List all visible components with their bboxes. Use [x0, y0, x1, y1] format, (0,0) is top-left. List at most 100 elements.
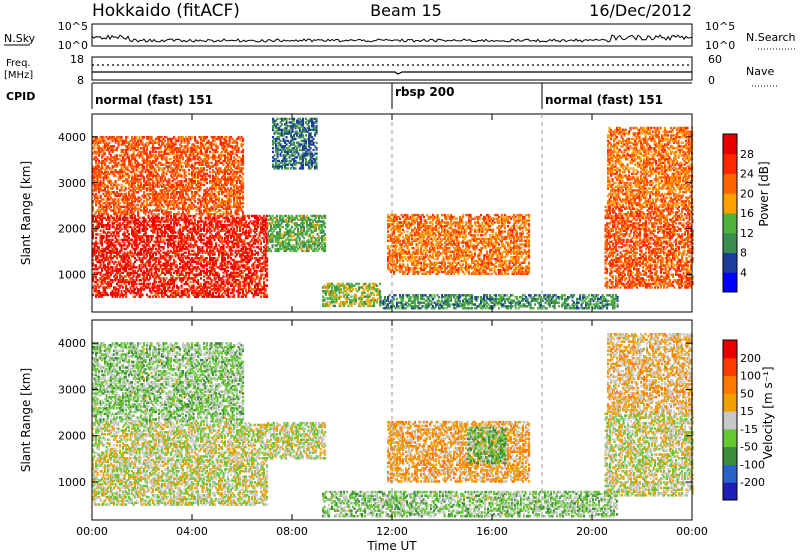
data-cell [146, 228, 148, 230]
cpid-mode-label: normal (fast) 151 [95, 93, 213, 107]
noise-sky-label: N.Sky [4, 32, 36, 45]
data-cell [160, 250, 162, 252]
data-cell [214, 252, 216, 254]
data-cell [95, 275, 97, 277]
data-cell [149, 283, 151, 285]
range-time-plot: Hokkaido (fitACF) Beam 15 16/Dec/2012 N.… [0, 0, 800, 554]
data-cell [152, 235, 154, 237]
data-cell [206, 257, 208, 259]
data-cell [190, 281, 192, 283]
data-cell [170, 272, 172, 274]
data-cell [128, 233, 130, 235]
freq-panel-frame [92, 57, 692, 80]
data-cell [188, 250, 190, 252]
data-cell [139, 274, 141, 276]
data-cell [116, 248, 118, 250]
data-cell [178, 286, 180, 288]
data-cell [179, 224, 181, 226]
data-cell [122, 286, 124, 288]
data-cell [125, 285, 127, 287]
data-cell [212, 224, 214, 226]
data-cell [172, 275, 174, 277]
data-cell [176, 264, 178, 266]
data-cell [118, 239, 120, 241]
cpid-mode-label: normal (fast) 151 [545, 93, 663, 107]
data-cell [193, 285, 195, 287]
data-cell [185, 252, 187, 254]
data-cell [181, 285, 183, 287]
data-cell [190, 215, 192, 217]
data-cell [149, 296, 151, 298]
data-cell [115, 244, 117, 246]
noise-right-tick-top: 10^5 [705, 20, 735, 33]
data-cell [188, 294, 190, 296]
data-cell [97, 233, 99, 235]
data-cell [98, 246, 100, 248]
data-cell [175, 231, 177, 233]
data-cell [136, 283, 138, 285]
cpid-mode-label: rbsp 200 [395, 85, 454, 99]
freq-trace [92, 72, 692, 74]
data-cell [179, 228, 181, 230]
freq-panel: Freq. [MHz] 18 8 60 0 Nave [4, 53, 778, 87]
cpid-modes: normal (fast) 151 rbsp 200 normal (fast) 1… [92, 83, 663, 109]
data-cell [197, 279, 199, 281]
noise-trace [92, 35, 692, 44]
noise-sky-trace [92, 35, 692, 44]
freq-right-tick-bottom: 0 [708, 74, 715, 87]
data-cell [196, 241, 198, 243]
power-cells [92, 118, 694, 310]
data-cell [202, 255, 204, 257]
data-cell [95, 264, 97, 266]
data-cell [139, 217, 141, 219]
data-cell [130, 259, 132, 261]
noise-search-label: N.Search [746, 31, 796, 44]
cpid-label: CPID [6, 90, 35, 103]
data-cell [155, 281, 157, 283]
data-cell [211, 241, 213, 243]
noise-panel: N.Sky 10^5 10^0 10^5 10^0 N.Search [4, 20, 796, 52]
data-cell [121, 228, 123, 230]
data-cell [200, 277, 202, 279]
data-cell [160, 277, 162, 279]
noise-left-tick-top: 10^5 [58, 20, 88, 33]
nave-label: Nave [746, 65, 774, 78]
data-cell [97, 242, 99, 244]
data-cell [136, 266, 138, 268]
data-cell [211, 230, 213, 232]
noise-right-tick-bottom: 10^0 [705, 39, 735, 52]
data-cell [194, 219, 196, 221]
freq-right-tick-top: 60 [708, 53, 722, 66]
data-cell [166, 277, 168, 279]
data-cell [202, 246, 204, 248]
data-cell [142, 294, 144, 296]
noise-left-tick-bottom: 10^0 [58, 39, 88, 52]
data-cell [100, 230, 102, 232]
data-cell [164, 242, 166, 244]
data-cell [107, 294, 109, 296]
data-cell [175, 261, 177, 263]
data-cell [112, 266, 114, 268]
data-cell [112, 239, 114, 241]
data-cell [163, 217, 165, 219]
data-cell [172, 255, 174, 257]
data-cell [127, 217, 129, 219]
data-cell [148, 215, 150, 217]
data-cell [115, 261, 117, 263]
data-cell [97, 283, 99, 285]
data-cell [127, 230, 129, 232]
data-cell [178, 292, 180, 294]
data-cell [103, 235, 105, 237]
data-cell [124, 231, 126, 233]
cpid-row: CPID normal (fast) 151rbsp 200normal (fa… [6, 83, 692, 109]
freq-left-tick-bottom: 8 [77, 74, 84, 87]
station-title: Hokkaido (fitACF) [92, 1, 240, 21]
data-cell [145, 219, 147, 221]
freq-left-tick-top: 18 [70, 53, 84, 66]
data-cell [143, 239, 145, 241]
data-cell [214, 268, 216, 270]
data-cell [109, 224, 111, 226]
data-cell [211, 279, 213, 281]
freq-label-line2: [MHz] [4, 70, 33, 81]
